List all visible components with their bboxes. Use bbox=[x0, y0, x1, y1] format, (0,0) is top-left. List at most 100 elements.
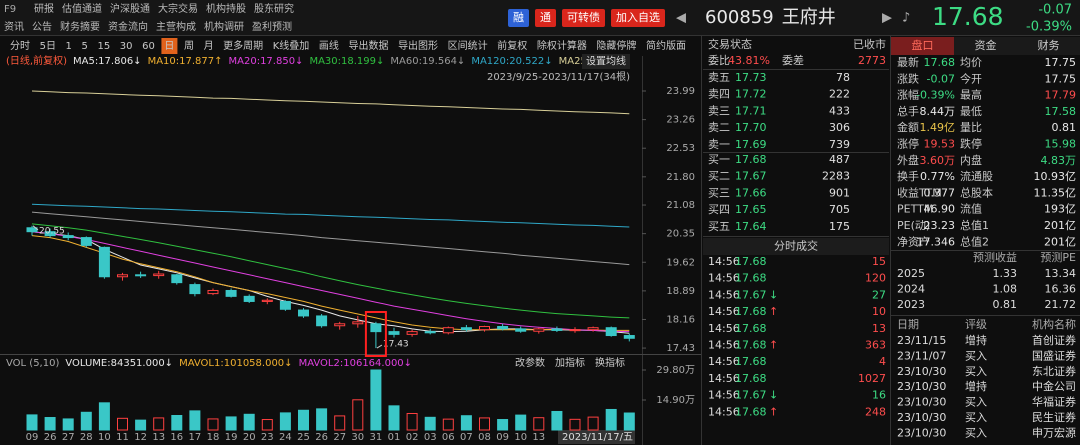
menu-item[interactable]: 资讯 bbox=[4, 21, 24, 33]
ma-legend: MA120:20.522↓ bbox=[471, 56, 552, 67]
stat-value: 17.75 bbox=[1045, 56, 1077, 69]
ma-settings-button[interactable]: 设置均线 bbox=[586, 55, 626, 68]
ma-legend: MA5:17.806↓ bbox=[73, 56, 142, 67]
rating-institution: 华福证券 bbox=[1032, 395, 1076, 409]
menu-item[interactable]: 资金流向 bbox=[108, 20, 148, 33]
badge-label[interactable]: 融 bbox=[513, 11, 524, 24]
menu-item[interactable]: 财务摘要 bbox=[60, 20, 100, 33]
volume-bar bbox=[533, 417, 545, 431]
trades-title: 分时成交 bbox=[774, 239, 818, 253]
menu-item[interactable]: 股东研究 bbox=[254, 2, 294, 15]
toolbar-item[interactable]: 除权计算器 bbox=[537, 39, 587, 52]
toolbar-item[interactable]: 导出数据 bbox=[348, 39, 388, 52]
volume-bar bbox=[171, 415, 183, 431]
forecast-pe: 13.34 bbox=[1045, 267, 1077, 280]
trade-arrow: ↓ bbox=[769, 389, 778, 402]
tab[interactable]: 财务 bbox=[1038, 38, 1060, 52]
badge-label[interactable]: 加入自选 bbox=[616, 11, 660, 24]
badge-label[interactable]: 可转债 bbox=[567, 10, 600, 24]
candle-body bbox=[406, 331, 418, 335]
indicator-button[interactable]: 改参数 bbox=[515, 356, 545, 369]
toolbar-item[interactable]: 简约版面 bbox=[646, 39, 686, 52]
rating-institution: 中金公司 bbox=[1032, 379, 1076, 393]
toolbar-item[interactable]: 5日 bbox=[40, 41, 56, 52]
stat-value: 17.346 bbox=[917, 235, 956, 248]
menu-item[interactable]: 研报 bbox=[34, 2, 54, 15]
current-date-label: 2023/11/17/五 bbox=[562, 432, 633, 443]
rating: 增持 bbox=[965, 333, 987, 347]
menu-item[interactable]: 大宗交易 bbox=[158, 2, 198, 15]
menu-item[interactable]: 主营构成 bbox=[156, 20, 196, 33]
ratio-value: 43.81% bbox=[728, 54, 770, 67]
toolbar-item[interactable]: 月 bbox=[204, 40, 214, 52]
button-bg[interactable] bbox=[582, 54, 630, 69]
candle-body bbox=[460, 327, 472, 331]
toolbar-item[interactable]: K线叠加 bbox=[273, 39, 310, 52]
badge[interactable] bbox=[611, 9, 665, 27]
volume-legend: MAVOL2:106164.000↓ bbox=[299, 358, 413, 369]
x-tick-label: 18 bbox=[207, 432, 220, 443]
stat-value: 10.93亿 bbox=[1034, 170, 1077, 183]
stat-value: 17.75 bbox=[1045, 72, 1077, 85]
badge[interactable] bbox=[508, 9, 529, 27]
toolbar-item[interactable]: 分时 bbox=[10, 40, 30, 52]
y-tick-label: 17.43 bbox=[666, 343, 695, 354]
volume-bar bbox=[298, 409, 309, 431]
rating: 买入 bbox=[965, 411, 987, 424]
volume-bar bbox=[497, 419, 509, 431]
toolbar-item[interactable]: 隐藏停牌 bbox=[596, 39, 636, 52]
badge[interactable] bbox=[535, 9, 556, 27]
prev-arrow[interactable]: ◀ bbox=[676, 11, 686, 26]
tab[interactable]: 资金 bbox=[975, 38, 997, 52]
rating-date: 23/10/30 bbox=[897, 426, 946, 439]
high-annotation: 20.55 bbox=[39, 226, 65, 236]
toolbar-item[interactable]: 日 bbox=[164, 41, 174, 52]
menu-item[interactable]: 沪深股通 bbox=[110, 2, 150, 15]
toolbar-item[interactable]: 5 bbox=[82, 41, 88, 52]
indicator-button[interactable]: 换指标 bbox=[595, 356, 625, 369]
toolbar-item[interactable]: 周 bbox=[184, 40, 194, 52]
volume-bar bbox=[316, 408, 328, 431]
menu-item[interactable]: 公告 bbox=[32, 20, 52, 33]
candle-body bbox=[279, 300, 291, 310]
volume-bar bbox=[135, 419, 147, 431]
volume-bar bbox=[587, 416, 599, 431]
x-tick-label: 10 bbox=[98, 432, 111, 443]
trade-price: 17.68 bbox=[735, 272, 767, 285]
candle-body bbox=[207, 289, 219, 295]
stat-value: 201亿 bbox=[1044, 235, 1076, 248]
toolbar-item[interactable]: 更多周期 bbox=[223, 39, 263, 52]
menu-item[interactable]: 机构持股 bbox=[206, 2, 246, 15]
stat-label: 金额 bbox=[897, 120, 919, 134]
book-volume: 222 bbox=[829, 88, 850, 101]
candle-body bbox=[225, 289, 237, 297]
trade-time: 14:56 bbox=[708, 355, 740, 368]
trade-volume: 10 bbox=[872, 305, 886, 318]
toolbar-item[interactable]: 30 bbox=[120, 41, 133, 52]
toolbar-item[interactable]: 导出图形 bbox=[398, 39, 438, 52]
menu-item[interactable]: 估值通道 bbox=[62, 2, 102, 15]
alert-icon[interactable]: ♪ bbox=[902, 11, 910, 26]
toolbar-item[interactable]: 60 bbox=[142, 41, 155, 52]
tab[interactable]: 盘口 bbox=[912, 38, 934, 52]
forecast-header: 预测收益 bbox=[973, 250, 1017, 264]
menu-item[interactable]: 机构调研 bbox=[204, 20, 244, 33]
book-volume: 433 bbox=[829, 104, 850, 117]
stat-value: 8.44万 bbox=[920, 105, 956, 118]
badge[interactable] bbox=[562, 9, 605, 27]
toolbar-item[interactable]: 1 bbox=[66, 41, 72, 52]
toolbar-item[interactable]: 区间统计 bbox=[448, 39, 488, 52]
next-arrow[interactable]: ▶ bbox=[882, 11, 892, 26]
toolbar-item[interactable]: 画线 bbox=[319, 39, 339, 52]
toolbar-item[interactable]: 15 bbox=[97, 41, 110, 52]
indicator-button[interactable]: 加指标 bbox=[555, 356, 585, 369]
menu-item[interactable]: 盈利预测 bbox=[252, 20, 292, 33]
ratings-header: 日期 bbox=[897, 318, 919, 331]
book-level: 卖三 bbox=[708, 104, 730, 117]
badge-label[interactable]: 通 bbox=[540, 11, 551, 24]
stat-label: 总股本 bbox=[960, 185, 993, 199]
trade-time: 14:56 bbox=[708, 272, 740, 285]
candle-body bbox=[605, 327, 617, 337]
toolbar-item[interactable]: 前复权 bbox=[497, 39, 527, 52]
